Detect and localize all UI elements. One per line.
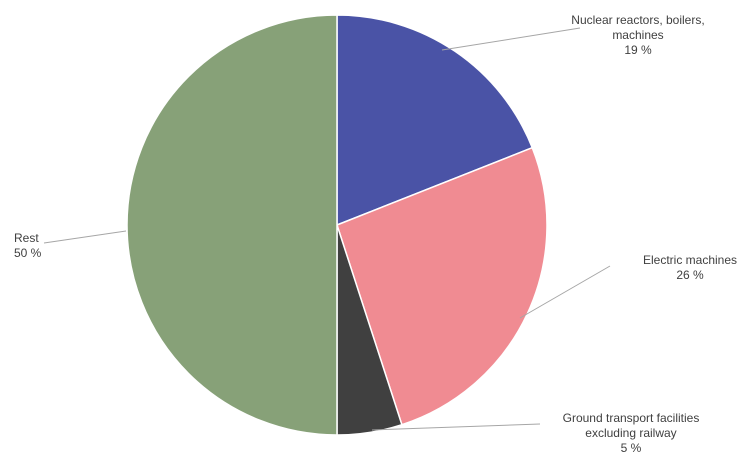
leader-lines	[43, 27, 611, 431]
leader-line-electric-machines	[519, 265, 611, 319]
slice-value-label: 50 %	[14, 246, 42, 260]
slice-name-line: Nuclear reactors, boilers,	[571, 13, 704, 27]
leader-line-rest	[43, 230, 127, 244]
slice-name-line: Electric machines	[643, 253, 737, 267]
slice-label-nuclear-reactors-boilers-machines: Nuclear reactors, boilers, machines 19 %	[571, 13, 704, 57]
pie-slice-nuclear-reactors-boilers-machines	[336, 14, 534, 227]
slice-value-label: 26 %	[676, 268, 704, 282]
pie-slices	[126, 14, 548, 436]
slice-value-label: 5 %	[621, 441, 642, 455]
slice-value-label: 19 %	[624, 43, 652, 57]
leader-line-nuclear-reactors-boilers-machines	[441, 27, 581, 51]
slice-name-line: Ground transport facilities	[563, 411, 700, 425]
leader-line-ground-transport-facilities-excluding-railway	[371, 423, 541, 431]
slice-name-line: excluding railway	[585, 426, 676, 440]
pie-slice-rest	[126, 14, 338, 436]
slice-label-rest: Rest 50 %	[14, 231, 42, 260]
slice-labels: Nuclear reactors, boilers, machines 19 % El…	[14, 13, 737, 455]
slice-label-ground-transport-facilities-excluding-railway: Ground transport facilities excluding rai…	[563, 411, 700, 455]
slice-label-electric-machines: Electric machines 26 %	[643, 253, 737, 282]
slice-name-line: Rest	[14, 231, 39, 245]
slice-name-line: machines	[612, 28, 663, 42]
